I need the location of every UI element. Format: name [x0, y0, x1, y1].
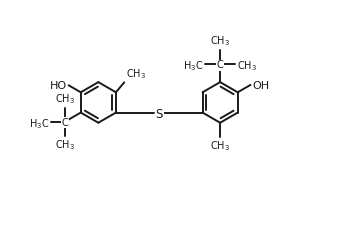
Text: CH$_3$: CH$_3$ [210, 139, 230, 153]
Text: CH$_3$: CH$_3$ [55, 138, 75, 152]
Text: OH: OH [252, 81, 269, 91]
Text: CH$_3$: CH$_3$ [210, 34, 230, 48]
Text: C: C [61, 118, 68, 128]
Text: HO: HO [50, 81, 67, 91]
Text: CH$_3$: CH$_3$ [237, 59, 257, 73]
Text: CH$_3$: CH$_3$ [55, 92, 75, 106]
Text: S: S [156, 108, 163, 121]
Text: C: C [217, 60, 223, 70]
Text: H$_3$C: H$_3$C [183, 59, 204, 73]
Text: H$_3$C: H$_3$C [29, 117, 49, 131]
Text: CH$_3$: CH$_3$ [126, 67, 146, 81]
